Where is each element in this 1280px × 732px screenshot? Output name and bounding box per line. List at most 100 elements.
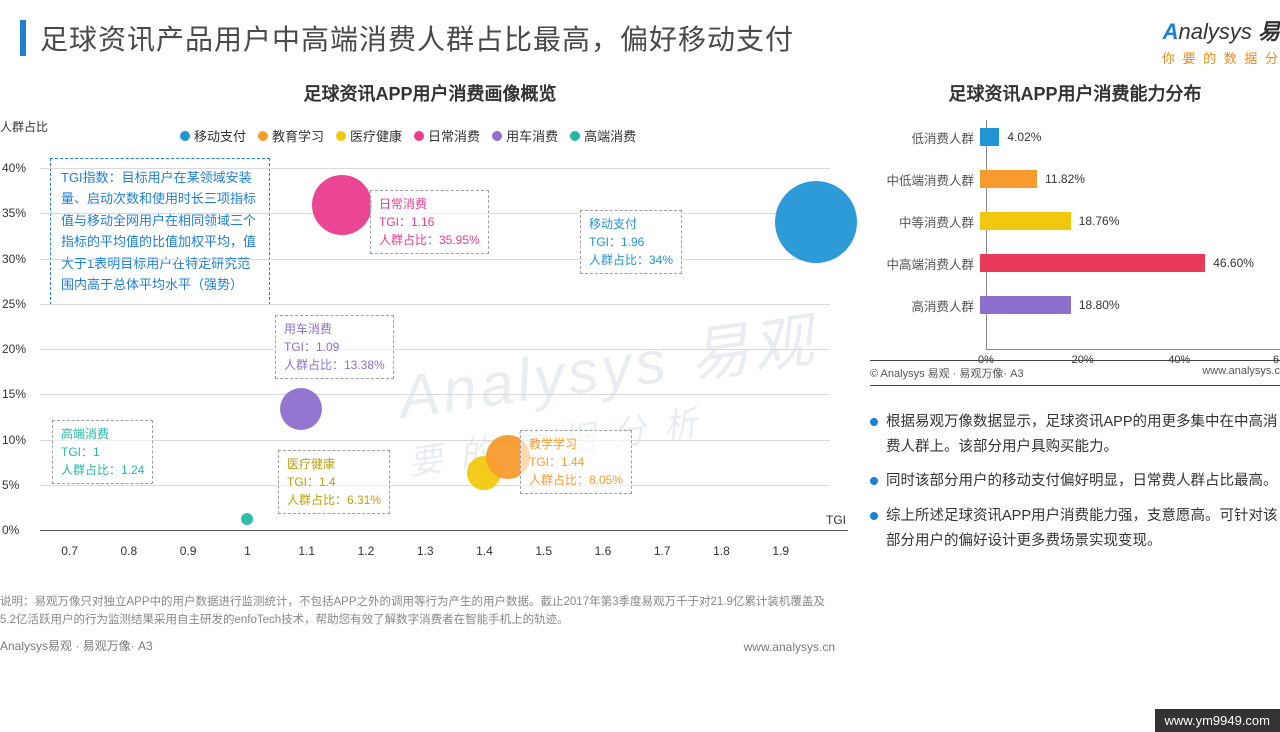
y-tick: 40%	[2, 161, 26, 175]
legend-item: 教育学习	[258, 126, 324, 145]
bar-label: 中等消费人群	[870, 212, 980, 231]
tgi-explainer: TGI指数：目标用户在某领域安装量、启动次数和使用时长三项指标值与移动全网用户在…	[50, 158, 270, 305]
bar-value: 11.82%	[1045, 172, 1085, 186]
bar-value: 18.76%	[1079, 214, 1120, 228]
x-tick: 1.7	[654, 544, 671, 558]
y-tick: 25%	[2, 297, 26, 311]
gridline	[40, 349, 830, 350]
legend-dot-icon	[570, 131, 580, 141]
x-axis-label: TGI	[826, 513, 846, 527]
title-accent	[20, 20, 26, 56]
logo-sub: 你 要 的 数 据 分	[1162, 48, 1280, 67]
bubble-高端消费	[241, 513, 253, 525]
x-tick: 1.3	[417, 544, 434, 558]
legend-label: 用车消费	[506, 126, 558, 145]
bar-y-axis	[986, 120, 987, 350]
legend-label: 医疗健康	[350, 126, 402, 145]
gridline	[40, 394, 830, 395]
bullet-dot-icon	[870, 512, 878, 520]
x-tick: 1.5	[535, 544, 552, 558]
x-tick: 1.2	[358, 544, 375, 558]
y-tick: 20%	[2, 342, 26, 356]
legend-label: 高端消费	[584, 126, 636, 145]
credit-right: www.analysys.cn	[744, 640, 835, 654]
y-tick: 35%	[2, 206, 26, 220]
bar-value: 4.02%	[1007, 130, 1041, 144]
bar-value: 18.80%	[1079, 298, 1120, 312]
bubble-移动支付	[775, 181, 857, 263]
y-tick: 10%	[2, 433, 26, 447]
credit-left: Analysys易观 · 易观万像· A3	[0, 637, 153, 654]
legend-label: 教育学习	[272, 126, 324, 145]
bullet-text: 根据易观万像数据显示，足球资讯APP的用更多集中在中高消费人群上。该部分用户具购…	[886, 410, 1280, 459]
bubble-annotation: 医疗健康TGI：1.4人群占比：6.31%	[278, 450, 390, 514]
gridline	[40, 259, 830, 260]
bar-track: 46.60%	[980, 254, 1280, 272]
legend-dot-icon	[492, 131, 502, 141]
legend-label: 日常消费	[428, 126, 480, 145]
right-panel: 足球资讯APP用户消费能力分布 低消费人群 4.02% 中低端消费人群 11.8…	[870, 80, 1280, 680]
bullet-item: 同时该部分用户的移动支付偏好明显，日常费人群占比最高。	[870, 469, 1280, 494]
bullet-item: 根据易观万像数据显示，足球资讯APP的用更多集中在中高消费人群上。该部分用户具购…	[870, 410, 1280, 459]
bar-credit-right: www.analysys.c	[1202, 365, 1280, 381]
bubble-annotation: 教学学习TGI：1.44人群占比：8.05%	[520, 430, 632, 494]
bullet-dot-icon	[870, 477, 878, 485]
bar-fill	[980, 170, 1037, 188]
bar-label: 高消费人群	[870, 296, 980, 315]
x-tick: 0.7	[61, 544, 78, 558]
bar-chart-title: 足球资讯APP用户消费能力分布	[870, 80, 1280, 106]
legend-item: 医疗健康	[336, 126, 402, 145]
y-tick: 15%	[2, 387, 26, 401]
bubble-chart-area: TGI指数：目标用户在某领域安装量、启动次数和使用时长三项指标值与移动全网用户在…	[40, 150, 840, 530]
x-tick: 1	[244, 544, 251, 558]
bar-fill	[980, 296, 1071, 314]
legend-label: 移动支付	[194, 126, 246, 145]
bar-fill	[980, 254, 1205, 272]
bullet-text: 综上所述足球资讯APP用户消费能力强，支意愿高。可针对该部分用户的偏好设计更多费…	[886, 504, 1280, 553]
legend-item: 日常消费	[414, 126, 480, 145]
bubble-annotation: 移动支付TGI：1.96人群占比：34%	[580, 210, 682, 274]
bar-label: 中低端消费人群	[870, 170, 980, 189]
x-tick: 1.9	[772, 544, 789, 558]
gridline	[40, 304, 830, 305]
bar-row: 高消费人群 18.80%	[870, 288, 1280, 322]
y-tick: 0%	[2, 523, 19, 537]
bar-fill	[980, 128, 999, 146]
x-tick: 0.9	[180, 544, 197, 558]
bar-value: 46.60%	[1213, 256, 1254, 270]
bar-row: 中等消费人群 18.76%	[870, 204, 1280, 238]
bar-track: 18.80%	[980, 296, 1280, 314]
gridline	[40, 168, 830, 169]
x-tick: 1.1	[298, 544, 315, 558]
y-axis-label: 人群占比	[0, 118, 48, 135]
bar-row: 中低端消费人群 11.82%	[870, 162, 1280, 196]
bubble-chart-title: 足球资讯APP用户消费画像概览	[0, 80, 860, 106]
bullet-dot-icon	[870, 418, 878, 426]
bar-row: 低消费人群 4.02%	[870, 120, 1280, 154]
title-bar: 足球资讯产品用户中高端消费人群占比最高，偏好移动支付	[20, 18, 794, 58]
bubble-日常消费	[312, 175, 372, 235]
bar-fill	[980, 212, 1071, 230]
bubble-chart-panel: 足球资讯APP用户消费画像概览 人群占比 移动支付教育学习医疗健康日常消费用车消…	[0, 80, 860, 660]
insight-bullets: 根据易观万像数据显示，足球资讯APP的用更多集中在中高消费人群上。该部分用户具购…	[870, 410, 1280, 563]
logo: Analysys 易 你 要 的 数 据 分	[1162, 14, 1280, 67]
legend-dot-icon	[414, 131, 424, 141]
y-tick: 30%	[2, 252, 26, 266]
watermark-badge: www.ym9949.com	[1155, 709, 1280, 732]
x-axis-arrow-icon	[40, 530, 848, 531]
legend-dot-icon	[258, 131, 268, 141]
legend-item: 高端消费	[570, 126, 636, 145]
legend-item: 移动支付	[180, 126, 246, 145]
legend-dot-icon	[180, 131, 190, 141]
bar-credit-row: © Analysys 易观 · 易观万像· A3 www.analysys.c	[870, 360, 1280, 386]
y-tick: 5%	[2, 478, 19, 492]
bar-credit-left: © Analysys 易观 · 易观万像· A3	[870, 365, 1024, 381]
bubble-annotation: 用车消费TGI：1.09人群占比：13.38%	[275, 315, 394, 379]
bar-label: 低消费人群	[870, 128, 980, 147]
x-tick: 1.6	[595, 544, 612, 558]
logo-main: Analysys 易	[1162, 14, 1280, 46]
bar-chart-area: 低消费人群 4.02% 中低端消费人群 11.82% 中等消费人群 18.76%…	[870, 120, 1280, 350]
bullet-text: 同时该部分用户的移动支付偏好明显，日常费人群占比最高。	[886, 469, 1278, 494]
disclaimer-text: 说明：易观万像只对独立APP中的用户数据进行监测统计，不包括APP之外的调用等行…	[0, 594, 840, 630]
legend-item: 用车消费	[492, 126, 558, 145]
